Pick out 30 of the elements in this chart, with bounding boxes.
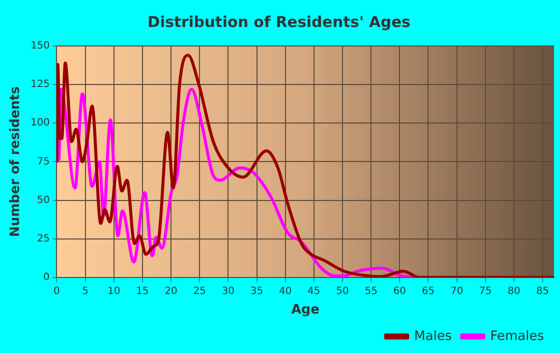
x-tick-label: 35 [250, 286, 264, 297]
x-tick-label: 25 [193, 286, 206, 297]
legend-label: Males [414, 328, 452, 344]
legend-label: Females [490, 328, 544, 344]
y-tick-label: 25 [36, 233, 50, 244]
x-tick-label: 85 [536, 286, 549, 297]
chart-title: Distribution of Residents' Ages [148, 12, 411, 31]
x-tick-label: 45 [308, 286, 320, 297]
x-tick-label: 0 [54, 286, 60, 297]
y-tick-label: 125 [30, 79, 50, 90]
y-tick-label: 150 [30, 40, 50, 52]
y-axis-title: Number of residents [8, 86, 24, 238]
x-tick-label: 40 [278, 286, 292, 297]
x-tick-label: 5 [82, 286, 88, 297]
x-tick-label: 50 [336, 286, 349, 297]
y-tick-label: 75 [36, 156, 50, 168]
x-tick-label: 80 [508, 286, 520, 297]
y-tick-label: 100 [30, 118, 50, 129]
x-tick-label: 75 [479, 286, 492, 297]
x-tick-label: 30 [222, 286, 235, 297]
x-tick-label: 15 [136, 286, 149, 297]
x-tick-label: 20 [164, 286, 178, 297]
x-tick-label: 60 [393, 286, 406, 297]
x-tick-label: 10 [107, 286, 120, 297]
y-tick-label: 50 [36, 194, 50, 206]
x-tick-label: 55 [364, 286, 378, 297]
x-tick-label: 70 [450, 286, 464, 297]
x-tick-label: 65 [422, 286, 435, 297]
y-tick-label: 0 [43, 272, 50, 283]
x-axis-title: Age [291, 302, 320, 318]
